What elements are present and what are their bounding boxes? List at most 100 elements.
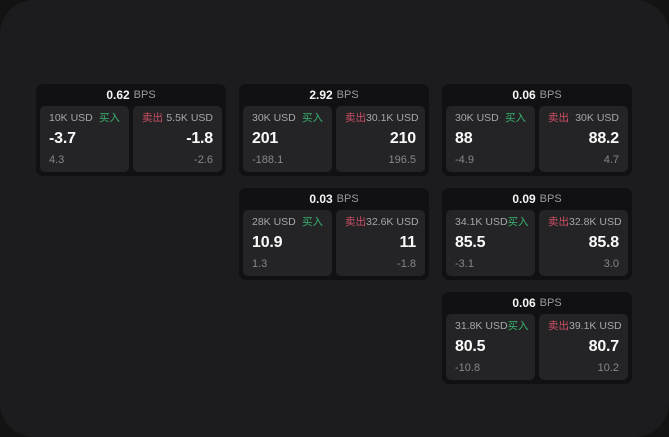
bps-value: 0.62 xyxy=(106,88,130,102)
panel-top-row: 卖出 5.5K USD xyxy=(142,113,213,124)
card-header: 0.06 BPS xyxy=(442,292,632,314)
buy-price: 201 xyxy=(252,130,279,148)
buy-panel[interactable]: 28K USD 买入 10.9 1.3 xyxy=(243,210,332,276)
buy-side-label: 买入 xyxy=(507,320,529,332)
panel-top-row: 卖出 32.8K USD xyxy=(548,216,622,228)
buy-side-label: 买入 xyxy=(505,112,526,124)
bps-label: BPS xyxy=(336,88,359,101)
panel-top-row: 31.8K USD 买入 xyxy=(455,320,529,332)
panels: 30K USD 买入 88 -4.9 卖出 30K USD 88.2 4.7 xyxy=(442,106,632,176)
buy-price: 10.9 xyxy=(252,234,283,252)
bps-label: BPS xyxy=(539,192,562,205)
buy-delta: -3.1 xyxy=(455,258,474,270)
buy-amount: 28K USD xyxy=(252,216,296,228)
bps-label: BPS xyxy=(539,88,562,101)
sell-side-label: 卖出 xyxy=(548,112,569,124)
buy-side-label: 买入 xyxy=(302,216,323,228)
bps-value: 0.09 xyxy=(512,192,536,206)
buy-delta: -10.8 xyxy=(455,362,481,374)
sell-panel[interactable]: 卖出 39.1K USD 80.7 10.2 xyxy=(539,314,628,380)
buy-delta: -4.9 xyxy=(455,154,474,166)
quote-card: 0.03 BPS 28K USD 买入 10.9 1.3 卖出 32.6K US… xyxy=(239,188,429,280)
buy-price: 80.5 xyxy=(455,338,486,356)
panel-top-row: 卖出 32.6K USD xyxy=(345,216,419,228)
sell-amount: 30.1K USD xyxy=(366,112,419,124)
buy-panel[interactable]: 30K USD 买入 201 -188.1 xyxy=(243,106,332,172)
sell-panel[interactable]: 卖出 5.5K USD -1.8 -2.6 xyxy=(133,106,222,172)
sell-price: 210 xyxy=(389,130,416,148)
buy-side-label: 买入 xyxy=(302,112,323,124)
sell-delta: 10.2 xyxy=(597,362,619,374)
quote-card: 0.06 BPS 30K USD 买入 88 -4.9 卖出 30K USD xyxy=(442,84,632,176)
sell-panel[interactable]: 卖出 32.6K USD 11 -1.8 xyxy=(336,210,425,276)
quote-card: 0.06 BPS 31.8K USD 买入 80.5 -10.8 卖出 39.1… xyxy=(442,292,632,384)
panel-top-row: 卖出 39.1K USD xyxy=(548,320,622,332)
sell-amount: 5.5K USD xyxy=(166,112,213,124)
sell-delta: 3.0 xyxy=(603,258,619,270)
bps-label: BPS xyxy=(539,296,562,309)
sell-delta: -1.8 xyxy=(397,258,416,270)
card-header: 0.09 BPS xyxy=(442,188,632,210)
panel-top-row: 30K USD 买入 xyxy=(252,113,323,124)
card-header: 0.06 BPS xyxy=(442,84,632,106)
bps-label: BPS xyxy=(336,192,359,205)
sell-price: 80.7 xyxy=(588,338,620,356)
sell-price: 88.2 xyxy=(588,130,620,148)
bps-value: 2.92 xyxy=(309,88,333,102)
sell-amount: 30K USD xyxy=(575,112,619,124)
panels: 30K USD 买入 201 -188.1 卖出 30.1K USD 210 1… xyxy=(239,106,429,176)
quote-card: 2.92 BPS 30K USD 买入 201 -188.1 卖出 30.1K … xyxy=(239,84,429,176)
panel-top-row: 卖出 30K USD xyxy=(548,113,619,124)
buy-panel[interactable]: 30K USD 买入 88 -4.9 xyxy=(446,106,535,172)
sell-amount: 32.8K USD xyxy=(569,216,622,228)
panel-top-row: 10K USD 买入 xyxy=(49,113,120,124)
sell-side-label: 卖出 xyxy=(548,216,569,228)
panel-top-row: 34.1K USD 买入 xyxy=(455,216,529,228)
card-header: 0.03 BPS xyxy=(239,188,429,210)
buy-panel[interactable]: 31.8K USD 买入 80.5 -10.8 xyxy=(446,314,535,380)
panels: 34.1K USD 买入 85.5 -3.1 卖出 32.8K USD 85.8… xyxy=(442,210,632,280)
bps-value: 0.03 xyxy=(309,192,333,206)
panels: 31.8K USD 买入 80.5 -10.8 卖出 39.1K USD 80.… xyxy=(442,314,632,384)
sell-price: 11 xyxy=(399,234,416,252)
sell-panel[interactable]: 卖出 30.1K USD 210 196.5 xyxy=(336,106,425,172)
buy-amount: 31.8K USD xyxy=(455,320,508,332)
buy-panel[interactable]: 34.1K USD 买入 85.5 -3.1 xyxy=(446,210,535,276)
sell-amount: 39.1K USD xyxy=(569,320,622,332)
buy-panel[interactable]: 10K USD 买入 -3.7 4.3 xyxy=(40,106,129,172)
sell-delta: -2.6 xyxy=(194,154,213,166)
bps-value: 0.06 xyxy=(512,88,536,102)
sell-side-label: 卖出 xyxy=(142,112,163,124)
bps-value: 0.06 xyxy=(512,296,536,310)
quote-card-grid: 0.62 BPS 10K USD 买入 -3.7 4.3 卖出 5.5K USD xyxy=(36,84,632,384)
panel-top-row: 30K USD 买入 xyxy=(455,113,526,124)
buy-side-label: 买入 xyxy=(507,216,529,228)
card-header: 2.92 BPS xyxy=(239,84,429,106)
sell-delta: 196.5 xyxy=(388,154,416,166)
sell-panel[interactable]: 卖出 32.8K USD 85.8 3.0 xyxy=(539,210,628,276)
sell-price: 85.8 xyxy=(588,234,620,252)
sell-amount: 32.6K USD xyxy=(366,216,419,228)
sell-side-label: 卖出 xyxy=(345,112,366,124)
buy-delta: 4.3 xyxy=(49,154,65,166)
sell-panel[interactable]: 卖出 30K USD 88.2 4.7 xyxy=(539,106,628,172)
card-header: 0.62 BPS xyxy=(36,84,226,106)
buy-amount: 34.1K USD xyxy=(455,216,508,228)
buy-delta: -188.1 xyxy=(252,154,284,166)
buy-amount: 10K USD xyxy=(49,112,93,124)
sell-price: -1.8 xyxy=(186,130,213,148)
panel-top-row: 卖出 30.1K USD xyxy=(345,112,419,124)
buy-price: -3.7 xyxy=(49,130,76,148)
buy-price: 88 xyxy=(455,130,473,148)
buy-amount: 30K USD xyxy=(455,112,499,124)
panels: 28K USD 买入 10.9 1.3 卖出 32.6K USD 11 -1.8 xyxy=(239,210,429,280)
buy-delta: 1.3 xyxy=(252,258,268,270)
bps-label: BPS xyxy=(133,88,156,101)
sell-side-label: 卖出 xyxy=(345,216,366,228)
buy-amount: 30K USD xyxy=(252,112,296,124)
buy-price: 85.5 xyxy=(455,234,486,252)
buy-side-label: 买入 xyxy=(99,112,120,124)
panels: 10K USD 买入 -3.7 4.3 卖出 5.5K USD -1.8 -2.… xyxy=(36,106,226,176)
panel-top-row: 28K USD 买入 xyxy=(252,217,323,228)
